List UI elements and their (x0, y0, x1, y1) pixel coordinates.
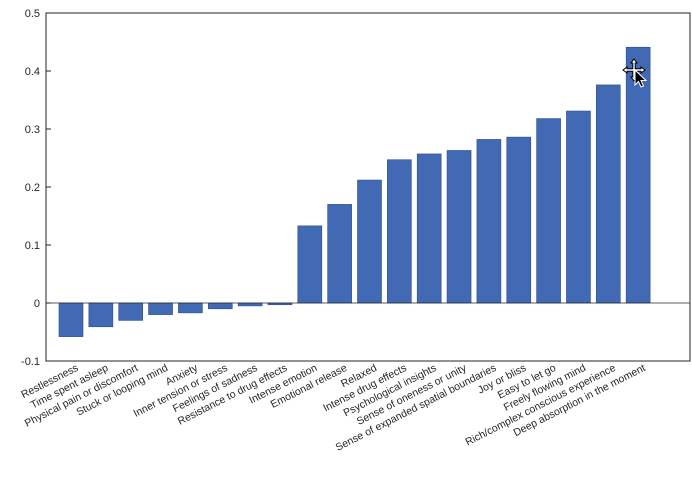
y-tick-label: 0.1 (25, 240, 40, 252)
bars-group (58, 46, 651, 337)
bar (387, 159, 412, 304)
bar (118, 302, 143, 321)
bar (237, 302, 263, 307)
bar (327, 204, 352, 304)
y-axis: -0.1 0 0.1 0.2 0.3 0.4 0.5 (21, 8, 51, 368)
y-tick-label: 0 (34, 298, 40, 310)
y-tick-label: 0.5 (25, 8, 40, 20)
bar (446, 150, 472, 304)
bar (536, 118, 561, 304)
move-cursor-icon (622, 58, 652, 93)
bar (595, 84, 621, 304)
y-tick-label: 0.2 (25, 182, 40, 194)
bar (566, 110, 591, 304)
bar (416, 153, 442, 304)
bar (178, 302, 203, 314)
bar (148, 302, 173, 315)
bar (357, 179, 382, 304)
bar (207, 302, 233, 310)
bar (506, 136, 532, 304)
y-tick-label: -0.1 (21, 356, 40, 368)
bar (625, 46, 651, 304)
bar (297, 225, 323, 304)
bar (88, 302, 114, 328)
y-tick-label: 0.4 (25, 66, 40, 78)
y-tick-label: 0.3 (25, 124, 40, 136)
bar (58, 302, 84, 337)
bar (476, 139, 502, 304)
